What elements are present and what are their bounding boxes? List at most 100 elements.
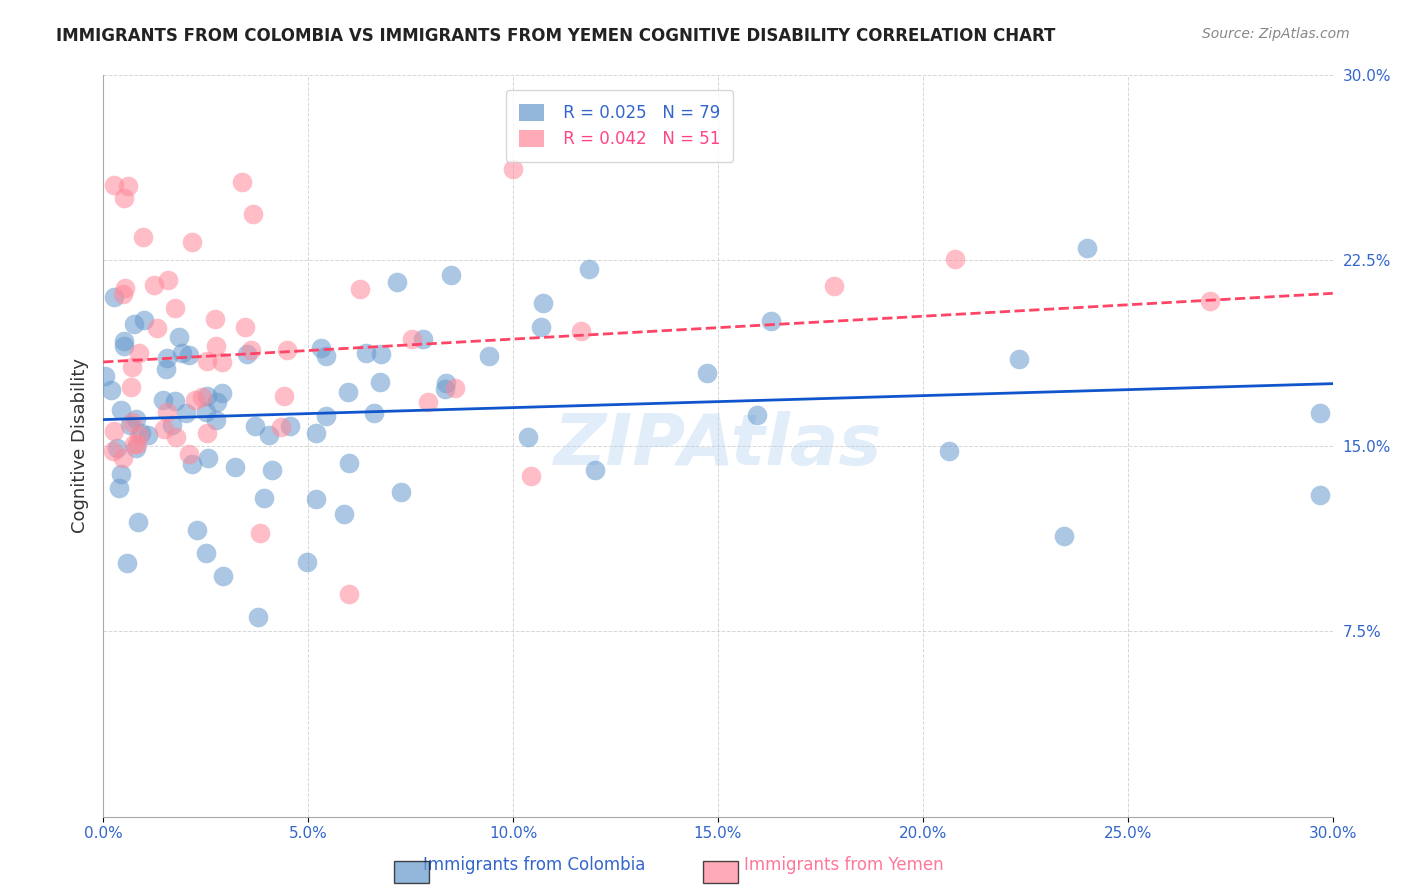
Point [204, 413, 226, 427]
Point [211, 354, 233, 368]
Point [1008, 351, 1031, 366]
Point [246, 609, 269, 624]
Point [569, 324, 592, 338]
Point [177, 447, 200, 461]
Point [231, 175, 253, 189]
Point [174, 406, 197, 420]
Point [165, 301, 187, 315]
Point [165, 430, 187, 444]
Point [444, 381, 467, 395]
Point [108, 482, 131, 496]
Point [110, 403, 132, 417]
Point [520, 468, 543, 483]
Point [305, 425, 328, 440]
Point [262, 463, 284, 477]
Point [122, 317, 145, 331]
Point [160, 418, 183, 433]
Point [257, 428, 280, 442]
Point [295, 555, 318, 569]
Point [440, 268, 463, 282]
Point [278, 419, 301, 434]
Point [249, 526, 271, 541]
Point [152, 392, 174, 407]
Point [276, 343, 298, 358]
Point [125, 411, 148, 425]
Point [103, 290, 125, 304]
Point [236, 347, 259, 361]
Point [163, 394, 186, 409]
Point [363, 406, 385, 420]
Point [146, 321, 169, 335]
Point [94, 369, 117, 384]
Point [945, 252, 967, 267]
Point [305, 492, 328, 507]
Point [129, 426, 152, 441]
Point [224, 460, 246, 475]
Point [152, 422, 174, 436]
Point [434, 382, 457, 396]
Point [270, 420, 292, 434]
Point [127, 515, 149, 529]
Point [101, 444, 124, 458]
Point [416, 395, 439, 409]
Point [122, 437, 145, 451]
Point [184, 393, 207, 408]
Point [333, 508, 356, 522]
Point [195, 353, 218, 368]
Point [121, 359, 143, 374]
Point [412, 333, 434, 347]
Point [181, 457, 204, 471]
Point [245, 419, 267, 434]
Point [212, 569, 235, 583]
Point [156, 351, 179, 365]
Point [190, 390, 212, 404]
Point [121, 415, 143, 429]
Point [204, 312, 226, 326]
Point [195, 404, 218, 418]
Point [502, 161, 524, 176]
Point [242, 207, 264, 221]
Point [1309, 488, 1331, 502]
Point [195, 425, 218, 440]
Point [337, 587, 360, 601]
Point [112, 334, 135, 348]
Point [516, 430, 538, 444]
Point [385, 275, 408, 289]
Point [337, 456, 360, 470]
Point [205, 339, 228, 353]
Point [578, 261, 600, 276]
Point [128, 346, 150, 360]
Point [1198, 294, 1220, 309]
Point [105, 442, 128, 456]
Point [761, 314, 783, 328]
Point [370, 347, 392, 361]
Point [117, 178, 139, 193]
Point [401, 332, 423, 346]
Point [125, 442, 148, 456]
Text: IMMIGRANTS FROM COLOMBIA VS IMMIGRANTS FROM YEMEN COGNITIVE DISABILITY CORRELATI: IMMIGRANTS FROM COLOMBIA VS IMMIGRANTS F… [56, 27, 1056, 45]
Point [531, 295, 554, 310]
Point [315, 349, 337, 363]
Point [136, 427, 159, 442]
Point [156, 404, 179, 418]
Point [125, 436, 148, 450]
Point [938, 443, 960, 458]
Text: Immigrants from Colombia: Immigrants from Colombia [423, 856, 645, 874]
Point [349, 282, 371, 296]
Point [143, 277, 166, 292]
Point [110, 467, 132, 482]
Point [100, 383, 122, 397]
Point [197, 450, 219, 465]
Point [155, 362, 177, 376]
Point [112, 450, 135, 465]
Point [169, 330, 191, 344]
Point [823, 279, 845, 293]
Point [120, 417, 142, 432]
Point [583, 463, 606, 477]
Point [195, 546, 218, 560]
Point [120, 380, 142, 394]
Y-axis label: Cognitive Disability: Cognitive Disability [72, 358, 89, 533]
Text: Immigrants from Yemen: Immigrants from Yemen [744, 856, 943, 874]
Point [233, 320, 256, 334]
Point [103, 424, 125, 438]
